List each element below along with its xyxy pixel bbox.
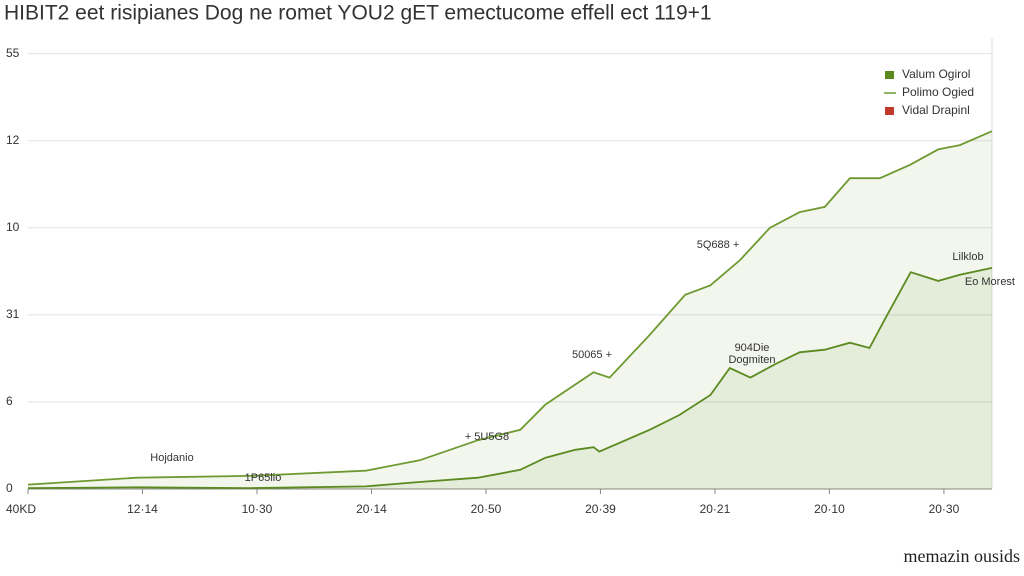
- legend-swatch: [885, 107, 894, 115]
- y-tick-label: 12: [6, 133, 20, 147]
- watermark: memazin ousids: [904, 546, 1020, 566]
- annotation: Dogmiten: [728, 354, 775, 366]
- annotation: Eo Morest: [965, 276, 1015, 288]
- annotation: + 5U5G8: [465, 431, 509, 443]
- annotation: 50065 +: [572, 349, 612, 361]
- area: [28, 131, 992, 489]
- x-tick-label: 20·30: [929, 502, 960, 516]
- legend-label: Valum Ogirol: [902, 67, 970, 81]
- y-tick-label: 31: [6, 307, 20, 321]
- chart-title: HIBIT2 eet risipianes Dog ne romet YOU2 …: [4, 2, 712, 25]
- line: [27, 267, 993, 490]
- area: [28, 267, 992, 489]
- line: [27, 130, 993, 486]
- annotation: 5Q688 +: [697, 239, 740, 251]
- x-tick-label: 10·30: [242, 502, 273, 516]
- annotation: Hojdanio: [150, 452, 193, 464]
- x-tick-label: 40KD: [6, 502, 36, 516]
- legend-label: Polimo Ogied: [902, 85, 974, 99]
- y-tick-label: 0: [6, 481, 13, 495]
- annotation: 1P65lio: [245, 472, 282, 484]
- y-tick-label: 55: [6, 46, 20, 60]
- legend-label: Vidal Drapinl: [902, 103, 970, 117]
- legend-swatch: [885, 71, 894, 79]
- annotation: Lilklob: [952, 251, 983, 263]
- x-tick-label: 12·14: [127, 502, 158, 516]
- x-tick-label: 20·10: [814, 502, 845, 516]
- y-tick-label: 10: [6, 220, 20, 234]
- x-tick-label: 20·50: [471, 502, 502, 516]
- annotation: 904Die: [735, 342, 770, 354]
- x-tick-label: 20·39: [585, 502, 616, 516]
- x-tick-label: 20·21: [700, 502, 731, 516]
- y-tick-label: 6: [6, 394, 13, 408]
- x-tick-label: 20·14: [356, 502, 387, 516]
